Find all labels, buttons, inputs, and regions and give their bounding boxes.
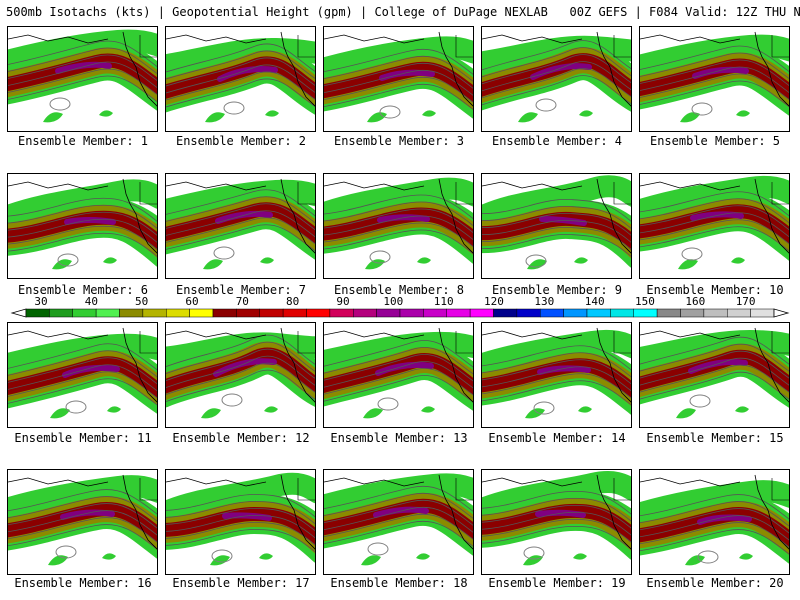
ensemble-member-label: Ensemble Member: 12 xyxy=(172,431,310,445)
ensemble-member-label: Ensemble Member: 13 xyxy=(330,431,468,445)
ensemble-map-panel xyxy=(639,469,790,575)
colorbar-swatch xyxy=(540,308,564,318)
ensemble-map-panel xyxy=(165,173,316,279)
ensemble-map-panel xyxy=(639,26,790,132)
colorbar-swatch xyxy=(563,308,588,318)
colorbar-tick-label: 170 xyxy=(735,295,756,308)
colorbar-swatch xyxy=(166,308,190,318)
ensemble-member-label: Ensemble Member: 10 xyxy=(646,283,784,297)
colorbar-tick-label: 110 xyxy=(433,295,454,308)
colorbar-swatch xyxy=(680,308,705,318)
map-title: 500mb Isotachs (kts) | Geopotential Heig… xyxy=(6,5,548,19)
wind-speed-colorbar: 30 40 50 60 70 80 90 100 110 120 130 140 150 160 170 xyxy=(0,296,800,320)
colorbar-swatch xyxy=(329,308,354,318)
ensemble-member-label: Ensemble Member: 5 xyxy=(649,134,781,148)
colorbar-tick-label: 100 xyxy=(383,295,404,308)
ensemble-member-label: Ensemble Member: 9 xyxy=(491,283,623,297)
colorbar-swatch xyxy=(236,308,260,318)
ensemble-map-panel xyxy=(481,469,632,575)
colorbar-swatch xyxy=(703,308,728,318)
ensemble-member-label: Ensemble Member: 8 xyxy=(333,283,465,297)
colorbar-tick-label: 140 xyxy=(584,295,605,308)
colorbar-swatch xyxy=(516,308,541,318)
ensemble-map-panel xyxy=(481,322,632,428)
ensemble-map-panel xyxy=(7,173,158,279)
ensemble-map-panel xyxy=(323,469,474,575)
ensemble-member-label: Ensemble Member: 1 xyxy=(17,134,149,148)
colorbar-swatch xyxy=(469,308,494,318)
colorbar-swatch xyxy=(656,308,681,318)
run-info: 00Z GEFS | F084 Valid: 12Z THU NOV 20 20… xyxy=(569,5,800,19)
ensemble-member-label: Ensemble Member: 17 xyxy=(172,576,310,590)
ensemble-map-panel xyxy=(7,26,158,132)
ensemble-map-panel xyxy=(165,26,316,132)
colorbar-swatch xyxy=(49,308,73,318)
colorbar-tick-label: 60 xyxy=(185,295,199,308)
colorbar-swatch xyxy=(306,308,331,318)
colorbar-tick-label: 80 xyxy=(286,295,300,308)
ensemble-map-panel xyxy=(165,322,316,428)
colorbar-tick-label: 160 xyxy=(685,295,706,308)
ensemble-map-panel xyxy=(323,322,474,428)
ensemble-member-label: Ensemble Member: 20 xyxy=(646,576,784,590)
ensemble-member-label: Ensemble Member: 3 xyxy=(333,134,465,148)
colorbar-tick-label: 40 xyxy=(84,295,98,308)
ensemble-member-label: Ensemble Member: 7 xyxy=(175,283,307,297)
colorbar-swatch xyxy=(423,308,447,318)
ensemble-member-label: Ensemble Member: 15 xyxy=(646,431,784,445)
colorbar-swatch xyxy=(353,308,377,318)
colorbar-swatch xyxy=(95,308,120,318)
ensemble-map-panel xyxy=(481,26,632,132)
ensemble-member-label: Ensemble Member: 4 xyxy=(491,134,623,148)
colorbar-swatch xyxy=(189,308,214,318)
ensemble-member-label: Ensemble Member: 11 xyxy=(14,431,152,445)
ensemble-map-panel xyxy=(323,26,474,132)
colorbar-swatch xyxy=(586,308,611,318)
colorbar-swatch xyxy=(750,308,775,318)
colorbar-tick-label: 90 xyxy=(336,295,350,308)
ensemble-map-panel xyxy=(165,469,316,575)
colorbar-tick-label: 50 xyxy=(135,295,149,308)
colorbar-tick-label: 30 xyxy=(34,295,48,308)
ensemble-map-panel xyxy=(7,322,158,428)
ensemble-member-label: Ensemble Member: 6 xyxy=(17,283,149,297)
colorbar-swatch xyxy=(376,308,401,318)
ensemble-member-label: Ensemble Member: 18 xyxy=(330,576,468,590)
colorbar-tick-label: 70 xyxy=(235,295,249,308)
ensemble-member-label: Ensemble Member: 19 xyxy=(488,576,626,590)
colorbar-swatch xyxy=(610,308,634,318)
ensemble-map-panel xyxy=(639,322,790,428)
ensemble-member-label: Ensemble Member: 2 xyxy=(175,134,307,148)
colorbar-swatch xyxy=(399,308,424,318)
ensemble-map-panel xyxy=(323,173,474,279)
colorbar-tick-label: 120 xyxy=(484,295,504,308)
colorbar-swatch xyxy=(259,308,284,318)
colorbar-swatch xyxy=(446,308,471,318)
map-header: 500mb Isotachs (kts) | Geopotential Heig… xyxy=(0,0,800,24)
colorbar-swatch xyxy=(72,308,97,318)
colorbar-swatch xyxy=(119,308,144,318)
colorbar-swatch xyxy=(25,308,50,318)
colorbar-swatch xyxy=(727,308,751,318)
colorbar-tick-label: 150 xyxy=(635,295,655,308)
colorbar-swatch xyxy=(633,308,658,318)
colorbar-swatch xyxy=(493,308,518,318)
ensemble-map-panel xyxy=(639,173,790,279)
ensemble-map-panel xyxy=(481,173,632,279)
colorbar-graphic xyxy=(10,308,790,318)
ensemble-member-label: Ensemble Member: 16 xyxy=(14,576,152,590)
colorbar-swatch xyxy=(212,308,237,318)
colorbar-tick-label: 130 xyxy=(534,295,555,308)
colorbar-swatch xyxy=(282,308,307,318)
ensemble-member-label: Ensemble Member: 14 xyxy=(488,431,626,445)
colorbar-swatch xyxy=(142,308,167,318)
ensemble-map-panel xyxy=(7,469,158,575)
